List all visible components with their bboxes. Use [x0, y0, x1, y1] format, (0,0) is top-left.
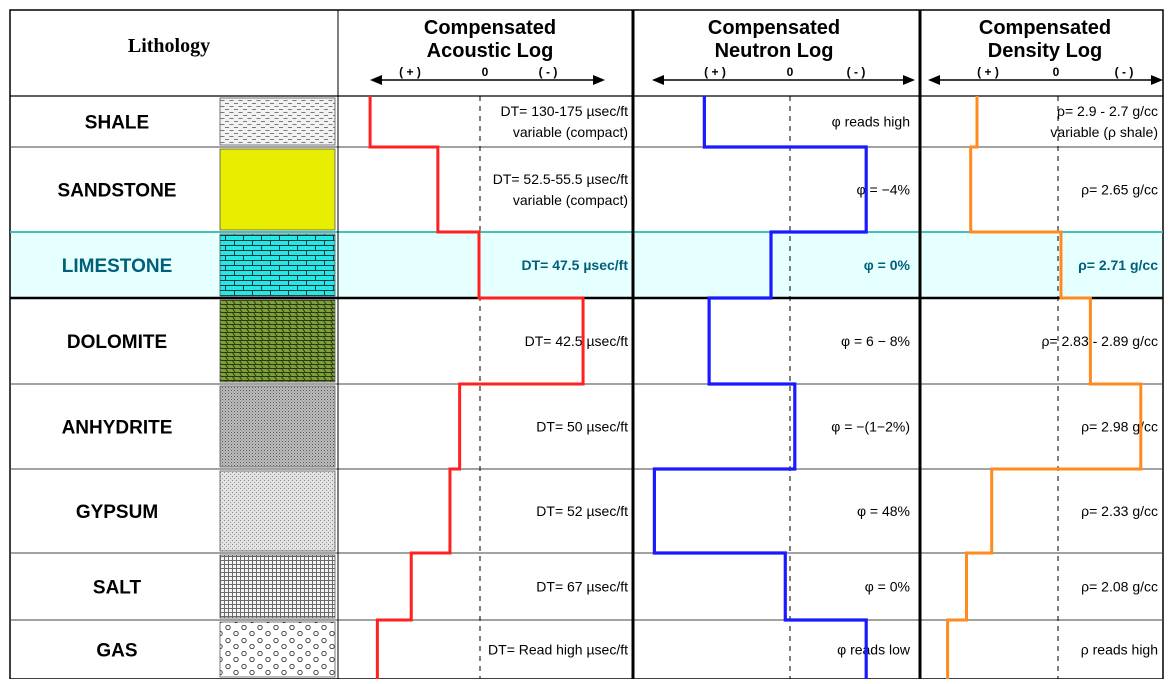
- neutron-value-label: φ reads low: [837, 642, 911, 658]
- lithology-name: SANDSTONE: [58, 181, 177, 202]
- limestone-highlight-band: [10, 232, 1163, 298]
- lithology-rows: SHALE DT= 130-175 µsec/ft variable (compac…: [10, 97, 1163, 678]
- lithology-name: LIMESTONE: [62, 256, 173, 277]
- gypsum-stipple-swatch: [219, 470, 336, 552]
- lithology-name: ANHYDRITE: [62, 418, 173, 439]
- scale-minus-label: ( - ): [847, 65, 866, 79]
- acoustic-value-label: DT= 47.5 µsec/ft: [521, 257, 628, 273]
- neutron-value-label: φ = 6 − 8%: [841, 333, 910, 349]
- acoustic-value-label: variable (compact): [513, 192, 628, 208]
- salt-grid-swatch: [219, 554, 336, 619]
- row-limestone: LIMESTONE DT= 47.5 µsec/ft φ = 0% ρ= 2.71 g…: [10, 232, 1163, 298]
- density-header-line1: Compensated: [979, 17, 1111, 39]
- scale-zero-label: 0: [787, 65, 794, 79]
- neutron-scale: ( + ) 0 ( - ): [652, 65, 915, 85]
- lithology-name: DOLOMITE: [67, 332, 167, 353]
- row-salt: SALT DT= 67 µsec/ft φ = 0% ρ= 2.08 g/cc: [93, 554, 1158, 619]
- dolomite-rhomb-swatch: [219, 299, 336, 383]
- density-scale: ( + ) 0 ( - ): [928, 65, 1163, 85]
- density-value-label: variable (ρ shale): [1050, 124, 1158, 140]
- density-header-line2: Density Log: [988, 40, 1102, 62]
- log-curves: [368, 96, 1143, 679]
- scale-plus-label: ( + ): [399, 65, 421, 79]
- scale-minus-label: ( - ): [539, 65, 558, 79]
- acoustic-value-label: DT= 67 µsec/ft: [536, 579, 628, 595]
- neutron-header-line2: Neutron Log: [715, 40, 834, 62]
- acoustic-value-label: DT= 42.5 µsec/ft: [525, 333, 628, 349]
- left-arrow-icon: [370, 75, 382, 85]
- shale-dashes-swatch: [219, 97, 336, 146]
- row-gypsum: GYPSUM DT= 52 µsec/ft φ = 48% ρ= 2.33 g/cc: [76, 470, 1158, 552]
- row-shale: SHALE DT= 130-175 µsec/ft variable (compac…: [85, 97, 1158, 146]
- neutron-header-line1: Compensated: [708, 17, 840, 39]
- acoustic-log-curve: [368, 96, 585, 679]
- density-log-curve: [946, 96, 1143, 679]
- acoustic-value-label: DT= 52.5-55.5 µsec/ft: [493, 171, 628, 187]
- neutron-value-label: φ = 48%: [857, 503, 910, 519]
- left-arrow-icon: [928, 75, 940, 85]
- neutron-value-label: φ reads high: [832, 114, 910, 130]
- neutron-value-label: φ = 0%: [865, 579, 910, 595]
- acoustic-value-label: DT= Read high µsec/ft: [488, 642, 628, 658]
- density-value-label: ρ= 2.71 g/cc: [1078, 257, 1158, 273]
- density-value-label: ρ= 2.9 - 2.7 g/cc: [1057, 103, 1158, 119]
- lithology-header: Lithology: [128, 35, 210, 57]
- acoustic-value-label: DT= 130-175 µsec/ft: [500, 103, 628, 119]
- density-value-label: ρ= 2.65 g/cc: [1081, 182, 1158, 198]
- lithology-name: SHALE: [85, 113, 149, 134]
- row-dolomite: DOLOMITE DT= 42.5 µsec/ft φ = 6 − 8% ρ= 2.8…: [67, 299, 1158, 383]
- row-sandstone: SANDSTONE DT= 52.5-55.5 µsec/ft variable (…: [58, 148, 1158, 231]
- limestone-brick-swatch: [219, 233, 336, 297]
- scale-minus-label: ( - ): [1115, 65, 1134, 79]
- scale-zero-label: 0: [1053, 65, 1060, 79]
- acoustic-value-label: DT= 52 µsec/ft: [536, 503, 628, 519]
- left-arrow-icon: [652, 75, 664, 85]
- density-value-label: ρ= 2.08 g/cc: [1081, 579, 1158, 595]
- acoustic-header-line1: Compensated: [424, 17, 556, 39]
- anhydrite-dots-swatch: [219, 385, 336, 468]
- density-value-label: ρ= 2.33 g/cc: [1081, 503, 1158, 519]
- header: Lithology Compensated Acoustic Log Compe…: [128, 17, 1111, 62]
- acoustic-value-label: variable (compact): [513, 124, 628, 140]
- row-anhydrite: ANHYDRITE DT= 50 µsec/ft φ = −(1−2%) ρ= 2.9…: [62, 385, 1158, 468]
- lithology-name: GYPSUM: [76, 502, 158, 523]
- acoustic-value-label: DT= 50 µsec/ft: [536, 419, 628, 435]
- density-value-label: ρ= 2.98 g/cc: [1081, 419, 1158, 435]
- scale-plus-label: ( + ): [704, 65, 726, 79]
- scale-zero-label: 0: [482, 65, 489, 79]
- row-gas: GAS DT= Read high µsec/ft φ reads low ρ rea…: [96, 621, 1158, 678]
- acoustic-scale: ( + ) 0 ( - ): [370, 65, 605, 85]
- right-arrow-icon: [593, 75, 605, 85]
- lithology-name: SALT: [93, 578, 142, 599]
- neutron-value-label: φ = −4%: [857, 182, 910, 198]
- scale-plus-label: ( + ): [977, 65, 999, 79]
- neutron-value-label: φ = 0%: [864, 257, 911, 273]
- scale-arrows: ( + ) 0 ( - ) ( + ) 0 ( - ) ( + ) 0 ( - ): [370, 65, 1163, 85]
- acoustic-header-line2: Acoustic Log: [427, 40, 554, 62]
- gas-circles-swatch: [219, 621, 336, 678]
- neutron-log-curve: [652, 96, 868, 679]
- density-value-label: ρ= 2.83 - 2.89 g/cc: [1041, 333, 1158, 349]
- density-value-label: ρ reads high: [1081, 642, 1158, 658]
- right-arrow-icon: [1151, 75, 1163, 85]
- sandstone-yellow-swatch: [219, 148, 336, 231]
- right-arrow-icon: [903, 75, 915, 85]
- lithology-name: GAS: [96, 641, 137, 662]
- neutron-value-label: φ = −(1−2%): [831, 419, 910, 435]
